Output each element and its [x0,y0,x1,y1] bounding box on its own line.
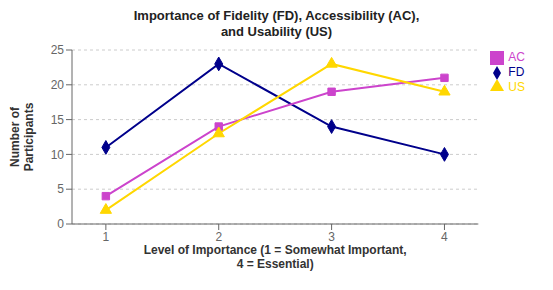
svg-text:1: 1 [103,230,110,244]
svg-text:5: 5 [57,182,64,196]
svg-text:2: 2 [215,230,222,244]
svg-text:25: 25 [51,43,65,57]
svg-text:Level of Importance (1 = Somew: Level of Importance (1 = Somewhat Import… [144,243,407,271]
svg-text:20: 20 [51,78,65,92]
svg-text:3: 3 [328,230,335,244]
html-text:Importance of Fidelity (FD), A: Importance of Fidelity (FD), Accessibili… [133,8,420,23]
html-text:US: US [508,79,525,94]
svg-text:15: 15 [51,113,65,127]
html-text:FD: FD [508,64,525,79]
html-text:AC: AC [508,50,525,64]
svg-text:10: 10 [51,148,65,162]
svg-text:4: 4 [441,230,448,244]
svg-text:Number ofParticipants: Number ofParticipants [8,102,36,171]
svg-text:0: 0 [57,217,64,231]
html-text:and Usability (US): and Usability (US) [220,24,333,39]
